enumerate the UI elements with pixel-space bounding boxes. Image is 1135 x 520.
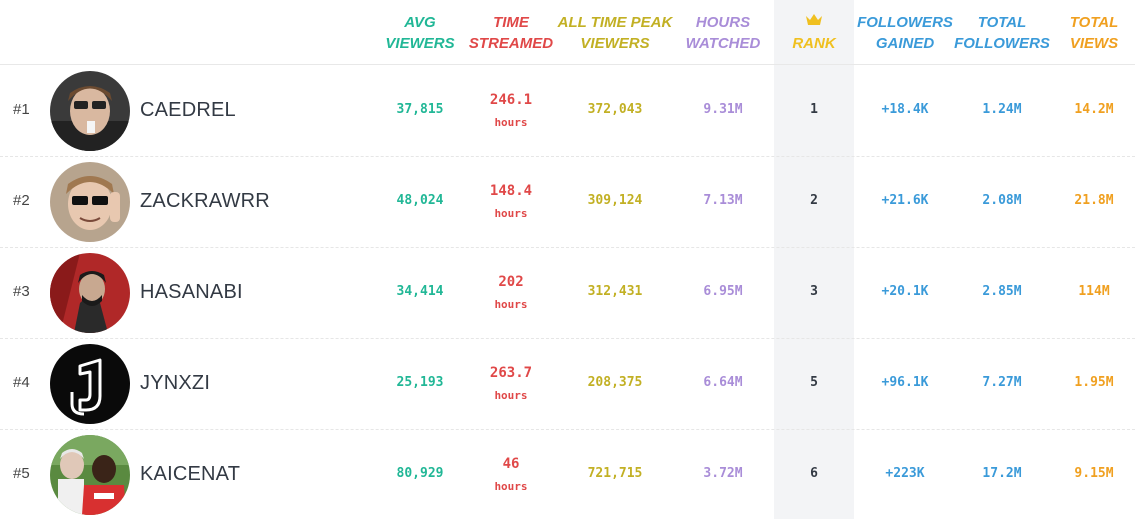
rank-value: 3 xyxy=(810,284,818,299)
followers-gained: +96.1K xyxy=(881,375,929,390)
header-time-streamed[interactable]: TIME STREAMED xyxy=(466,12,556,54)
time-unit: hours xyxy=(494,480,528,493)
total-followers: 2.85M xyxy=(982,284,1022,299)
header-rank-label: RANK xyxy=(792,35,836,52)
peak-viewers: 312,431 xyxy=(587,284,643,299)
streamer-name[interactable]: KAICENAT xyxy=(140,463,241,485)
crown-icon xyxy=(806,14,822,25)
avatar[interactable] xyxy=(50,435,130,515)
header-fg-line1: FOLLOWERS xyxy=(857,14,953,31)
followers-gained: +20.1K xyxy=(881,284,929,299)
hours-watched: 9.31M xyxy=(703,102,743,117)
peak-viewers: 309,124 xyxy=(587,193,643,208)
time-unit: hours xyxy=(494,207,528,220)
row-number: #2 xyxy=(13,192,30,209)
time-streamed: 148.4 hours xyxy=(475,183,547,220)
time-streamed: 202 hours xyxy=(475,274,547,311)
avg-viewers: 48,024 xyxy=(396,193,444,208)
row-number: #4 xyxy=(13,374,30,391)
time-unit: hours xyxy=(494,116,528,129)
header-hours-line2: WATCHED xyxy=(685,35,761,52)
avg-viewers: 37,815 xyxy=(396,102,444,117)
rank-value: 1 xyxy=(810,102,818,117)
total-views: 114M xyxy=(1078,284,1110,299)
total-followers: 1.24M xyxy=(982,102,1022,117)
header-rank[interactable]: RANK xyxy=(774,33,854,54)
table-row[interactable]: #2 ZACKRAWRR 48,024 148.4 hours 309,124 … xyxy=(0,156,1135,248)
total-views: 1.95M xyxy=(1074,375,1114,390)
hours-watched: 7.13M xyxy=(703,193,743,208)
header-tv-line1: TOTAL xyxy=(1069,14,1119,31)
avg-viewers: 34,414 xyxy=(396,284,444,299)
table-row[interactable]: #5 KAICENAT 80,929 46 hours 721,715 3.72… xyxy=(0,429,1135,520)
followers-gained: +18.4K xyxy=(881,102,929,117)
header-avg-line2: VIEWERS xyxy=(385,35,455,52)
peak-viewers: 721,715 xyxy=(587,466,643,481)
total-views: 21.8M xyxy=(1074,193,1114,208)
hours-watched: 6.95M xyxy=(703,284,743,299)
time-unit: hours xyxy=(494,298,528,311)
streamer-name[interactable]: ZACKRAWRR xyxy=(140,190,270,212)
header-hours-line1: HOURS xyxy=(695,14,751,31)
avatar[interactable] xyxy=(50,344,130,424)
total-followers: 7.27M xyxy=(982,375,1022,390)
header-tf-line1: TOTAL xyxy=(977,14,1027,31)
rank-value: 2 xyxy=(810,193,818,208)
row-number: #1 xyxy=(13,101,30,118)
hours-watched: 3.72M xyxy=(703,466,743,481)
header-time-line1: TIME xyxy=(493,14,529,31)
avatar[interactable] xyxy=(50,71,130,151)
header-all-time-peak[interactable]: ALL TIME PEAK VIEWERS xyxy=(556,12,674,54)
hours-watched: 6.64M xyxy=(703,375,743,390)
streamer-name[interactable]: CAEDREL xyxy=(140,99,236,121)
header-avg-viewers[interactable]: AVG VIEWERS xyxy=(380,12,460,54)
time-value: 263.7 xyxy=(489,365,533,381)
row-number: #3 xyxy=(13,283,30,300)
peak-viewers: 208,375 xyxy=(587,375,643,390)
followers-gained: +21.6K xyxy=(881,193,929,208)
avatar[interactable] xyxy=(50,162,130,242)
header-tv-line2: VIEWS xyxy=(1069,35,1119,52)
header-followers-gained[interactable]: FOLLOWERS GAINED xyxy=(856,12,954,54)
avg-viewers: 80,929 xyxy=(396,466,444,481)
time-unit: hours xyxy=(494,389,528,402)
time-value: 46 xyxy=(502,456,520,472)
followers-gained: +223K xyxy=(885,466,925,481)
header-time-line2: STREAMED xyxy=(468,35,554,52)
streamer-name[interactable]: HASANABI xyxy=(140,281,243,303)
time-value: 148.4 xyxy=(489,183,533,199)
rank-value: 5 xyxy=(810,375,818,390)
avatar[interactable] xyxy=(50,253,130,333)
header-fg-line2: GAINED xyxy=(875,35,935,52)
streamer-name[interactable]: JYNXZI xyxy=(140,372,211,394)
peak-viewers: 372,043 xyxy=(587,102,643,117)
time-streamed: 46 hours xyxy=(475,456,547,493)
total-followers: 17.2M xyxy=(982,466,1022,481)
header-total-followers[interactable]: TOTAL FOLLOWERS xyxy=(954,12,1050,54)
total-views: 14.2M xyxy=(1074,102,1114,117)
time-value: 246.1 xyxy=(489,92,533,108)
header-peak-line1: ALL TIME PEAK xyxy=(557,14,673,31)
time-streamed: 246.1 hours xyxy=(475,92,547,129)
header-peak-line2: VIEWERS xyxy=(580,35,650,52)
table-header: AVG VIEWERS TIME STREAMED ALL TIME PEAK … xyxy=(0,0,1135,65)
table-row[interactable]: #4 JYNXZI 25,193 263.7 hours 208,375 6.6… xyxy=(0,338,1135,430)
total-followers: 2.08M xyxy=(982,193,1022,208)
time-streamed: 263.7 hours xyxy=(475,365,547,402)
total-views: 9.15M xyxy=(1074,466,1114,481)
row-number: #5 xyxy=(13,465,30,482)
header-avg-line1: AVG xyxy=(404,14,436,31)
header-total-views[interactable]: TOTAL VIEWS xyxy=(1058,12,1130,54)
table-row[interactable]: #3 HASANABI 34,414 202 hours 312,431 6.9… xyxy=(0,247,1135,339)
avg-viewers: 25,193 xyxy=(396,375,444,390)
rank-column-highlight xyxy=(774,0,854,519)
table-row[interactable]: #1 CAEDREL 37,815 246.1 hours 372,043 9.… xyxy=(0,65,1135,157)
header-hours-watched[interactable]: HOURS WATCHED xyxy=(680,12,766,54)
rank-value: 6 xyxy=(810,466,818,481)
time-value: 202 xyxy=(498,274,524,290)
header-tf-line2: FOLLOWERS xyxy=(954,35,1050,52)
